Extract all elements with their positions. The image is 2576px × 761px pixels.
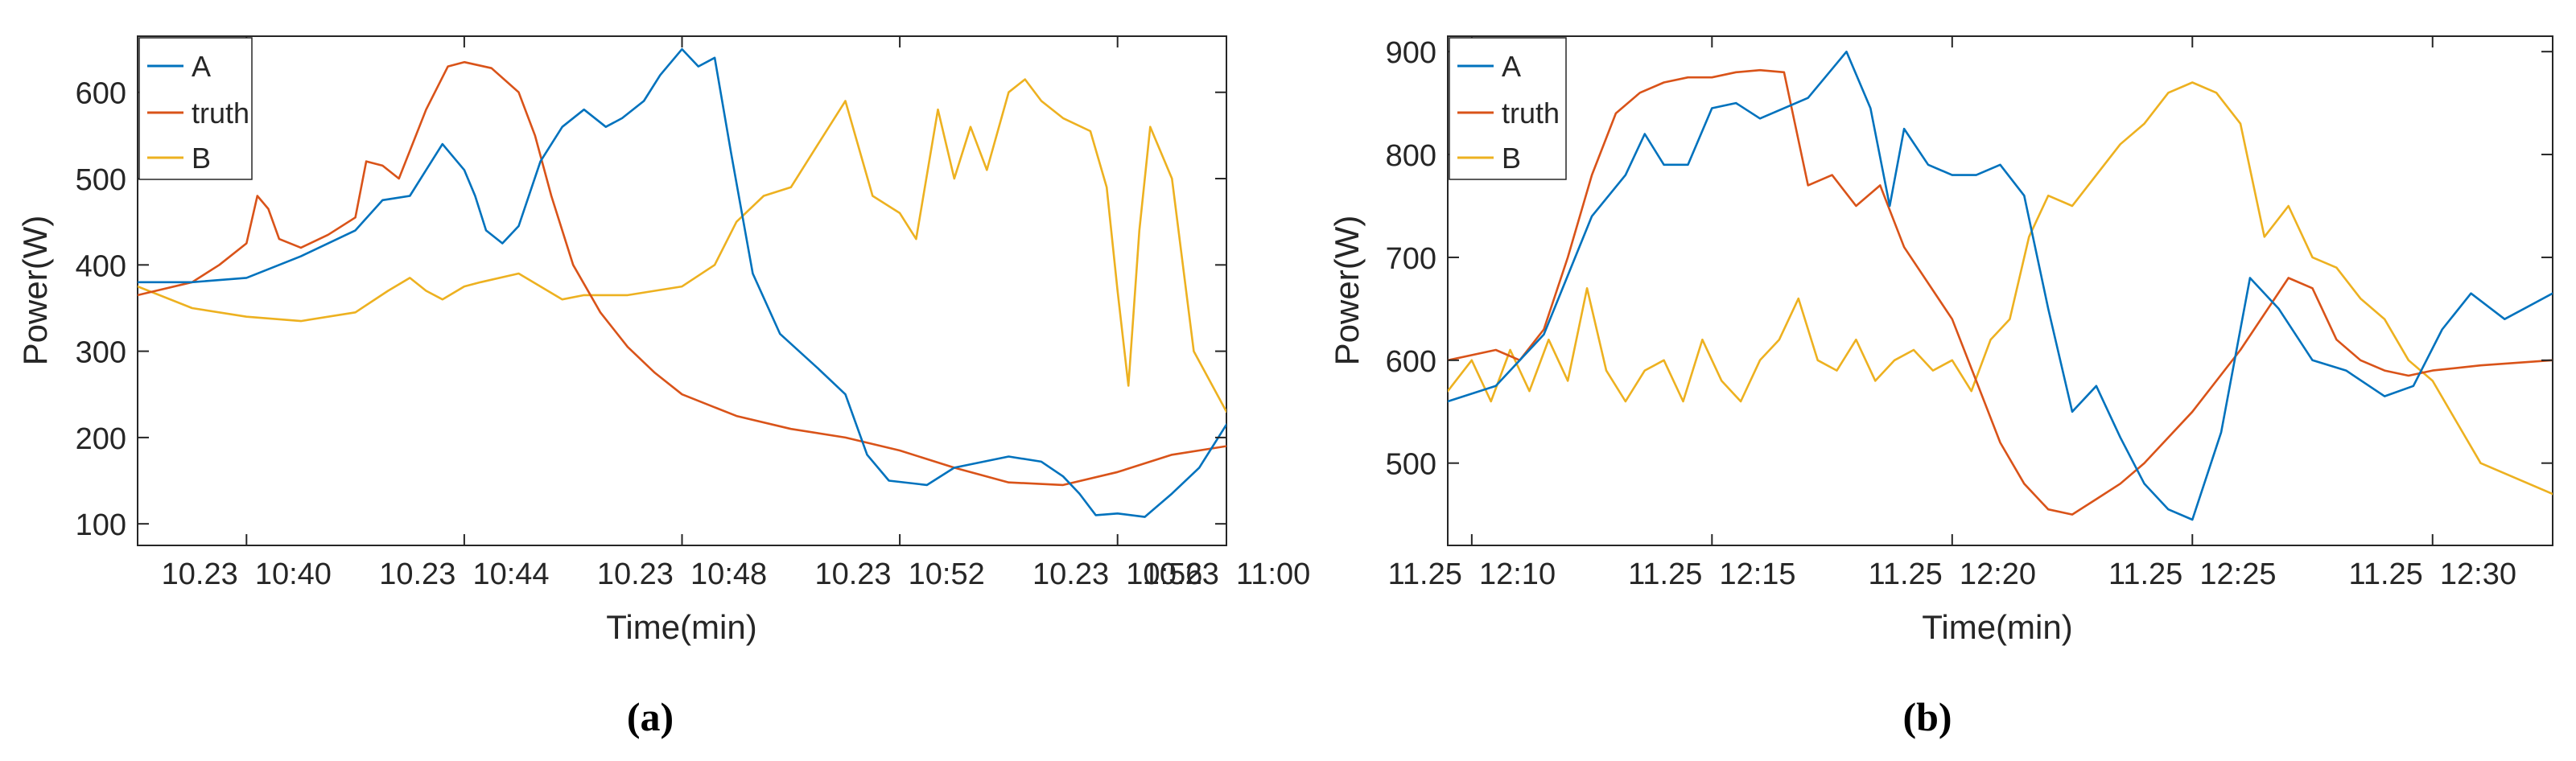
series-lines-a — [138, 47, 1226, 518]
x-tick-label-b: 11.25 12:25 — [2108, 557, 2276, 591]
y-tick-label-a: 300 — [76, 336, 126, 370]
legend-label-a-B: B — [192, 142, 211, 175]
y-tick-label-a: 400 — [76, 249, 126, 283]
legend-label-a-A: A — [192, 50, 211, 83]
legend-label-a-truth: truth — [192, 97, 249, 130]
series-line-a-A — [138, 47, 1226, 518]
x-tick-label-a: 10.23 10:52 — [814, 557, 984, 591]
series-line-b-truth — [1448, 68, 2553, 516]
y-tick-label-b: 500 — [1386, 448, 1436, 482]
x-tick-label-a: 10.23 10:56 — [1032, 557, 1202, 591]
legend-b: A truth B — [1449, 37, 1567, 180]
x-tick-label-a: 10.23 10:44 — [379, 557, 549, 591]
y-tick-label-b: 900 — [1386, 36, 1436, 70]
chart-panel-a: 100 200 300 400 500 600 10.23 10:40 10.23 10:44… — [16, 35, 1310, 739]
panel-label-a: (a) — [627, 694, 674, 739]
series-line-a-truth — [138, 60, 1226, 487]
series-lines-b — [1448, 50, 2553, 521]
legend-label-b-truth: truth — [1502, 97, 1560, 130]
y-tick-label-a: 200 — [76, 422, 126, 456]
chart-panel-b: 500 600 700 800 900 11.25 12:10 11.25 12:15 11.… — [1328, 35, 2553, 739]
y-tick-label-b: 700 — [1386, 242, 1436, 276]
plot-area-a — [137, 35, 1227, 546]
x-tick-label-b: 11.25 12:30 — [2349, 557, 2516, 591]
y-axis-title-a: Power(W) — [16, 216, 54, 366]
x-axis-title-b: Time(min) — [1922, 608, 2072, 646]
series-line-b-B — [1448, 81, 2553, 496]
series-line-b-A — [1448, 50, 2553, 521]
panel-label-b: (b) — [1902, 694, 1952, 739]
y-tick-label-b: 600 — [1386, 345, 1436, 379]
legend-box-b — [1449, 37, 1567, 180]
y-tick-label-a: 600 — [76, 77, 126, 111]
x-tick-label-a: 10.23 10:48 — [597, 557, 767, 591]
x-tick-label-b: 11.25 12:20 — [1869, 557, 2036, 591]
plot-area-b — [1447, 35, 2553, 546]
axis-ticks-b: 500 600 700 800 900 11.25 12:10 11.25 12:15 11.… — [1386, 36, 2553, 591]
y-tick-label-b: 800 — [1386, 139, 1436, 173]
x-tick-label-b: 11.25 12:10 — [1388, 557, 1556, 591]
legend-label-b-A: A — [1502, 50, 1521, 83]
y-axis-title-b: Power(W) — [1328, 216, 1366, 366]
x-axis-title-a: Time(min) — [606, 608, 756, 646]
x-tick-label-a: 10.23 10:40 — [162, 557, 332, 591]
series-line-a-B — [138, 78, 1226, 413]
legend-label-b-B: B — [1502, 142, 1521, 175]
legend-box-a — [138, 37, 253, 180]
x-tick-label-b: 11.25 12:15 — [1628, 557, 1795, 591]
y-tick-label-a: 500 — [76, 163, 126, 197]
axis-ticks-a: 100 200 300 400 500 600 10.23 10:40 10.23 10:44… — [76, 36, 1310, 591]
y-tick-label-a: 100 — [76, 508, 126, 542]
legend-a: A truth B — [138, 37, 253, 180]
x-tick-label-a: 10.23 11:00 — [1143, 557, 1310, 591]
